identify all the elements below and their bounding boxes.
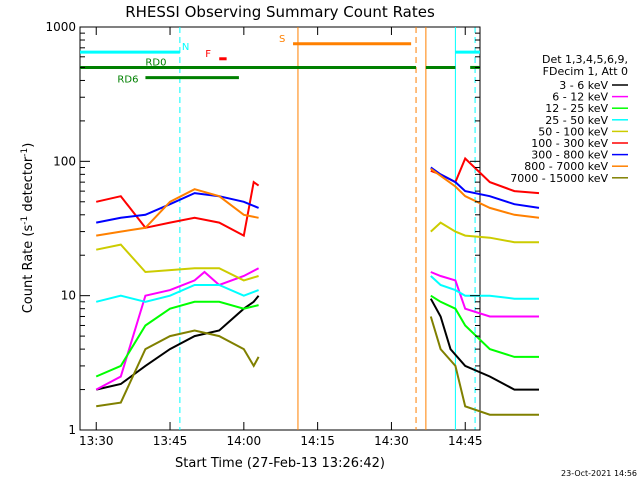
y-axis-label-mid: detector — [21, 156, 36, 216]
legend-label-1: 6 - 12 keV — [552, 91, 608, 104]
series-group — [95, 156, 540, 416]
x-tick-label-0: 13:30 — [79, 434, 114, 448]
y-axis-label-sup2: -1 — [20, 148, 30, 157]
series-line-1-1 — [430, 271, 539, 318]
legend-header-1: FDecim 1, Att 0 — [543, 65, 628, 78]
y-tick-label-1: 10 — [61, 289, 76, 303]
y-tick-label-2: 100 — [53, 154, 76, 168]
x-axis-label: Start Time (27-Feb-13 13:26:42) — [175, 456, 385, 471]
x-tick-label-4: 14:30 — [374, 434, 409, 448]
series-line-5-0 — [95, 180, 260, 238]
flag-label-n: N — [182, 42, 189, 53]
series-line-7-1 — [430, 167, 540, 219]
y-axis-label-main: Count Rate (s — [21, 225, 36, 314]
legend-header-0: Det 1,3,4,5,6,9, — [542, 53, 628, 66]
y-axis-label-end: ) — [21, 143, 36, 148]
legend-label-6: 300 - 800 keV — [531, 149, 608, 162]
series-line-0-0 — [95, 295, 260, 391]
legend-label-7: 800 - 7000 keV — [524, 160, 608, 173]
flag-label-rd0: RD0 — [145, 57, 166, 68]
legend: Det 1,3,4,5,6,9,FDecim 1, Att 03 - 6 keV… — [510, 53, 628, 185]
legend-label-8: 7000 - 15000 keV — [510, 172, 608, 185]
series-line-7-0 — [96, 188, 259, 237]
series-line-3-1 — [430, 275, 539, 300]
y-tick-label-0: 1 — [68, 423, 76, 437]
series-line-8-1 — [429, 316, 539, 416]
x-tick-label-3: 14:15 — [300, 434, 335, 448]
flag-label-s: S — [279, 34, 285, 45]
x-tick-label-5: 14:45 — [448, 434, 483, 448]
series-line-4-0 — [95, 243, 259, 282]
chart-title: RHESSI Observing Summary Count Rates — [125, 3, 435, 21]
series-line-0-1 — [429, 298, 539, 391]
vertical-markers — [179, 27, 476, 430]
series-line-2-1 — [430, 294, 539, 358]
series-line-6-0 — [96, 192, 259, 224]
x-tick-label-1: 13:45 — [153, 434, 188, 448]
axes: 13:30 13:45 14:00 14:15 14:30 14:45 1 10 100 1000 — [45, 20, 482, 448]
series-line-2-0 — [95, 300, 259, 378]
plot-frame — [79, 26, 481, 431]
legend-label-0: 3 - 6 keV — [559, 79, 608, 92]
flag-bars: N S F RD0 RD6 — [80, 34, 480, 86]
series-line-6-1 — [430, 166, 540, 209]
y-tick-label-3: 1000 — [45, 20, 76, 34]
flag-label-f: F — [205, 49, 211, 60]
series-line-3-0 — [95, 284, 259, 303]
legend-label-5: 100 - 300 keV — [531, 137, 608, 150]
legend-label-3: 25 - 50 keV — [545, 114, 608, 127]
series-line-1-0 — [95, 267, 260, 391]
legend-label-2: 12 - 25 keV — [545, 102, 608, 115]
series-line-4-1 — [430, 221, 539, 244]
x-tick-label-2: 14:00 — [227, 434, 262, 448]
series-line-8-0 — [96, 329, 260, 408]
flag-label-rd6: RD6 — [117, 75, 138, 86]
y-axis-label: Count Rate (s-1 detector-1) — [20, 143, 36, 314]
timestamp: 23-Oct-2021 14:56 — [561, 469, 637, 478]
legend-label-4: 50 - 100 keV — [538, 125, 608, 138]
y-axis-label-sup1: -1 — [20, 216, 30, 225]
